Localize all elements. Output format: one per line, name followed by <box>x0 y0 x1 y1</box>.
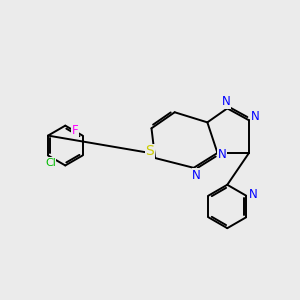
Text: N: N <box>221 95 230 108</box>
Text: N: N <box>192 169 201 182</box>
Text: N: N <box>218 148 226 161</box>
Text: N: N <box>251 110 260 123</box>
Text: N: N <box>249 188 258 201</box>
Text: S: S <box>146 145 154 158</box>
Text: F: F <box>72 124 78 137</box>
Text: Cl: Cl <box>45 158 56 168</box>
